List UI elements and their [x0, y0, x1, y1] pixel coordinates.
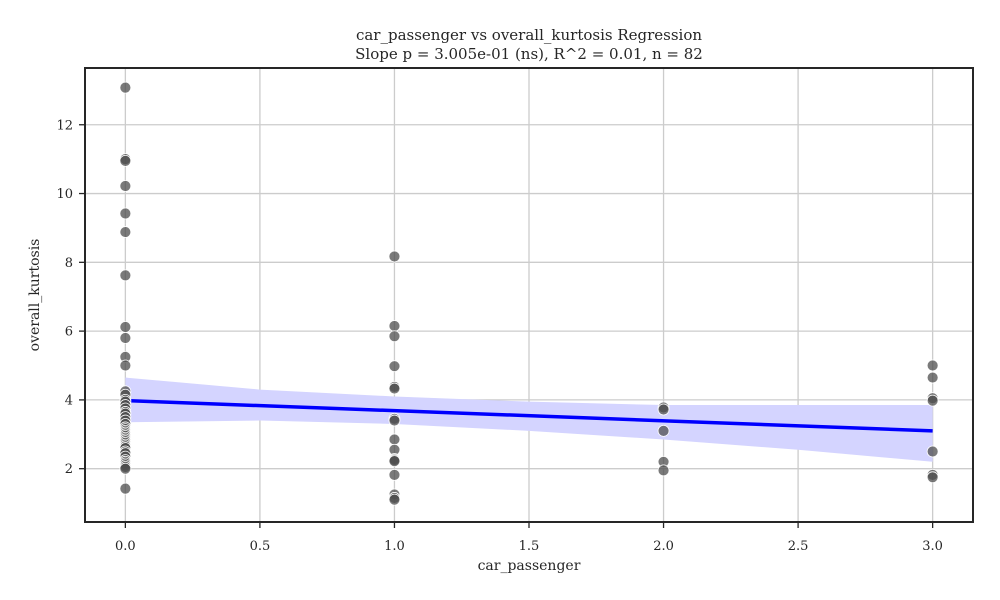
y-axis-label: overall_kurtosis	[27, 239, 43, 352]
chart-title: car_passenger vs overall_kurtosis Regres…	[356, 26, 702, 44]
confidence-band	[125, 377, 933, 462]
data-point	[926, 445, 939, 458]
data-point	[388, 330, 401, 343]
data-point	[388, 360, 401, 373]
x-tick-label: 0.0	[115, 539, 136, 554]
data-point	[119, 180, 132, 192]
x-tick-label: 1.5	[519, 539, 540, 554]
chart-subtitle: Slope p = 3.005e-01 (ns), R^2 = 0.01, n …	[355, 45, 703, 63]
x-tick-label: 0.5	[250, 539, 271, 554]
data-point	[119, 321, 132, 333]
data-point	[388, 414, 401, 427]
y-tick-label: 6	[65, 325, 73, 340]
y-tick-label: 12	[56, 118, 73, 133]
data-point	[926, 371, 939, 384]
data-point	[926, 471, 939, 484]
data-point	[119, 226, 132, 238]
data-point	[119, 462, 132, 475]
x-tick-label: 3.0	[922, 539, 943, 554]
y-axis-ticks: 2 4 6 8 10 12	[56, 118, 85, 477]
grid	[85, 68, 973, 522]
data-point	[388, 382, 401, 395]
x-axis-ticks: 0.0 0.5 1.0 1.5 2.0 2.5 3.0	[115, 522, 943, 554]
y-tick-label: 8	[65, 256, 73, 271]
y-tick-label: 2	[65, 462, 73, 477]
confidence-band-layer	[125, 377, 933, 462]
scatter-points	[119, 81, 939, 506]
y-tick-label: 10	[56, 187, 73, 202]
data-point	[119, 359, 132, 372]
data-point	[388, 320, 401, 332]
data-point	[119, 332, 132, 344]
data-point	[657, 403, 670, 416]
data-point	[119, 154, 132, 167]
data-point	[657, 424, 670, 437]
data-point	[926, 359, 939, 372]
data-point	[388, 433, 401, 446]
data-point	[388, 455, 401, 468]
x-tick-label: 2.5	[788, 539, 809, 554]
data-point	[388, 250, 401, 263]
x-tick-label: 2.0	[653, 539, 674, 554]
data-point	[388, 493, 401, 506]
data-point	[119, 207, 132, 220]
regression-line	[125, 398, 933, 433]
data-point	[926, 394, 939, 407]
data-point	[657, 464, 670, 477]
data-point	[119, 269, 132, 282]
data-point	[388, 468, 401, 481]
regression-line-layer	[125, 398, 933, 433]
data-point	[119, 81, 132, 94]
x-axis-label: car_passenger	[478, 558, 581, 574]
y-tick-label: 4	[65, 393, 73, 408]
x-tick-label: 1.0	[384, 539, 405, 554]
data-point	[119, 482, 132, 495]
